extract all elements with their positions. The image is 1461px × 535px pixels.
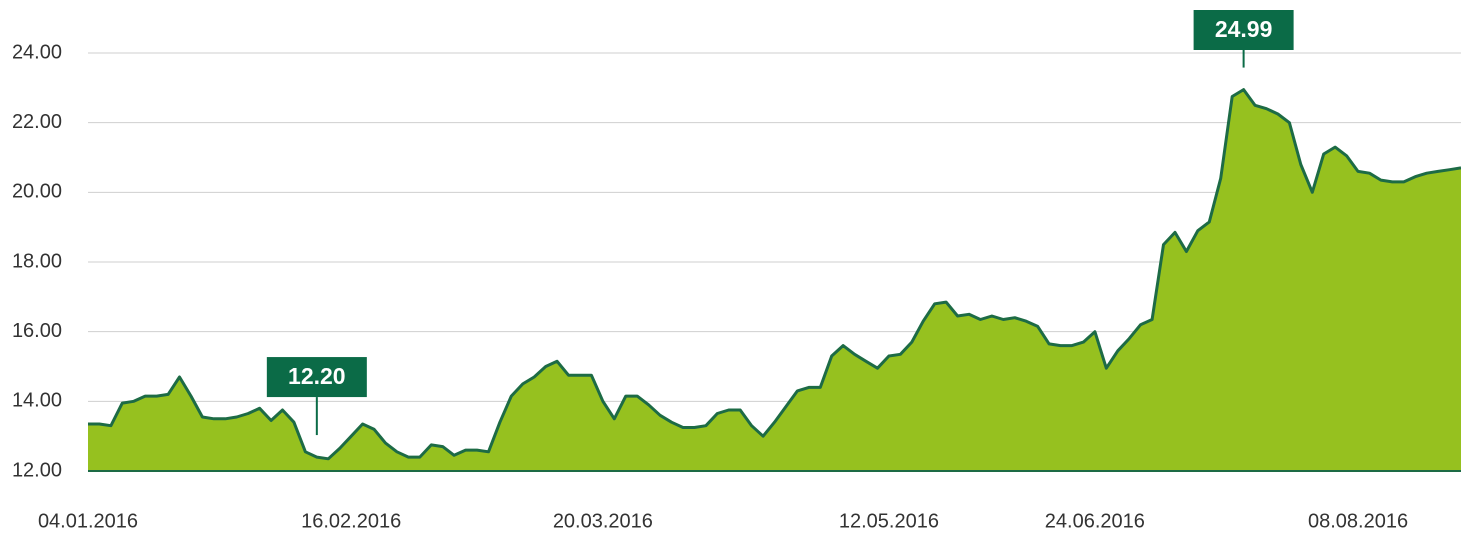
x-tick-label: 16.02.2016: [301, 510, 401, 532]
y-tick-label: 14.00: [12, 390, 62, 412]
annotation-box: [266, 357, 367, 398]
x-tick-label: 20.03.2016: [553, 510, 653, 532]
x-tick-label: 24.06.2016: [1045, 510, 1145, 532]
x-tick-label: 08.08.2016: [1308, 510, 1408, 532]
y-tick-label: 18.00: [12, 250, 62, 272]
x-tick-label: 04.01.2016: [38, 510, 138, 532]
area: [88, 89, 1461, 471]
y-tick-label: 24.00: [12, 41, 62, 63]
annotation-box: [1193, 10, 1294, 50]
annotation-label: 24.99: [1215, 16, 1273, 42]
annotation-label: 12.20: [288, 363, 346, 389]
y-tick-label: 22.00: [12, 111, 62, 133]
y-tick-label: 12.00: [12, 459, 62, 481]
y-tick-label: 20.00: [12, 181, 62, 203]
y-tick-label: 16.00: [12, 320, 62, 342]
x-tick-label: 12.05.2016: [839, 510, 939, 532]
line: [88, 88, 1461, 461]
